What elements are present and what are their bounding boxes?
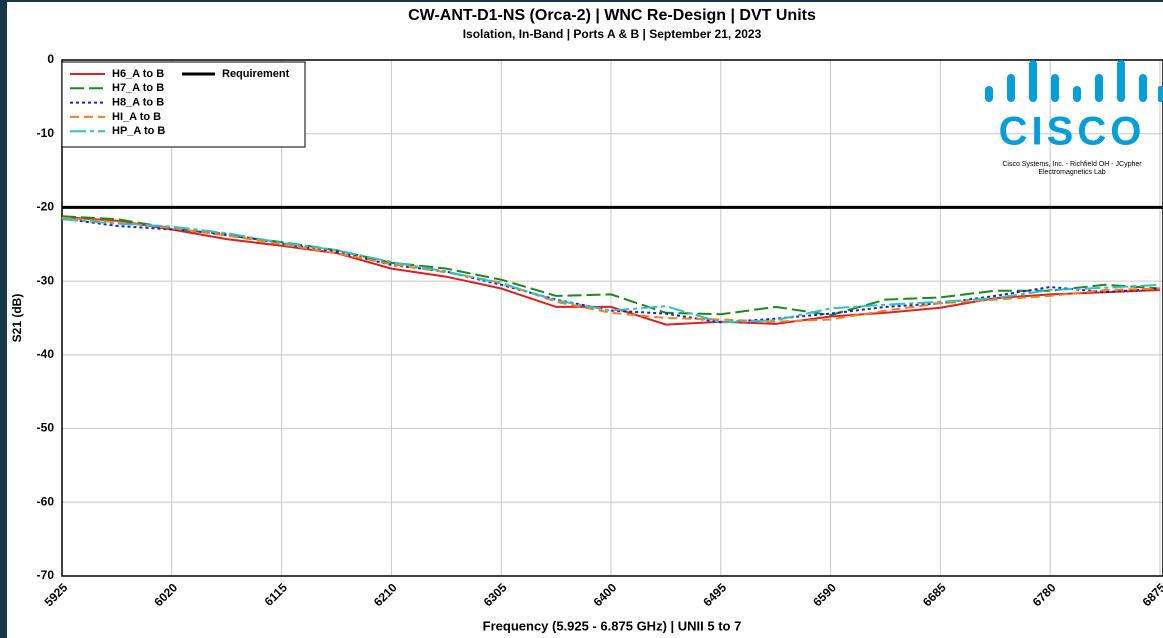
legend-label: H7_A to B (112, 82, 164, 94)
legend-box (61, 61, 306, 148)
series-line (61, 218, 1161, 324)
y-tick-label: -20 (37, 200, 55, 214)
y-axis-label: S21 (dB) (10, 294, 24, 343)
y-tick-label: -60 (37, 494, 55, 508)
y-tick-label: -30 (37, 273, 55, 287)
legend-label: H6_A to B (112, 68, 164, 80)
chart-title: CW-ANT-D1-NS (Orca-2) | WNC Re-Design | … (408, 7, 816, 24)
plot-border (61, 59, 1163, 577)
legend-label: H8_A to B (112, 97, 164, 109)
legend: H6_A to B H7_A to B H8_A to B HI_A to B HP_A… (61, 61, 306, 148)
logo-brand: CISCO (999, 110, 1146, 154)
logo-line: Electromagnetics Lab (1038, 169, 1105, 176)
series-line (61, 216, 1161, 323)
y-tick-label: 0 (47, 52, 54, 66)
y-tick-label: -10 (37, 126, 55, 140)
logo: CISCO Cisco Systems, Inc. - Richfield OH… (985, 60, 1163, 176)
y-tick-label: -50 (37, 421, 55, 435)
y-tick-label: -40 (37, 347, 55, 361)
legend-label: HI_A to B (112, 111, 161, 123)
y-tick-label: -70 (37, 568, 55, 582)
legend-label: Requirement (222, 68, 290, 80)
logo-bars (985, 60, 1163, 102)
x-axis-label: Frequency (5.925 - 6.875 GHz) | UNII 5 t… (483, 618, 742, 633)
legend-label: HP_A to B (112, 125, 165, 137)
logo-line: Cisco Systems, Inc. - Richfield OH - JCy… (1002, 161, 1142, 168)
chart-subtitle: Isolation, In-Band | Ports A & B | Septe… (463, 27, 762, 41)
